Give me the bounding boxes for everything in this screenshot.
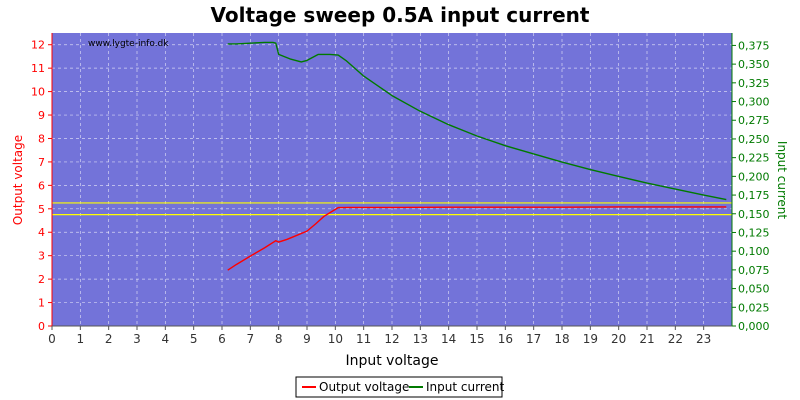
right-tick-label: 0,200 (738, 170, 770, 183)
right-tick-label: 0,225 (738, 152, 770, 165)
x-tick-label: 4 (162, 332, 170, 346)
right-tick-label: 0,050 (738, 283, 770, 296)
chart-title: Voltage sweep 0.5A input current (211, 3, 590, 27)
right-axis-ticks: 0,000 0,025 0,050 0,075 0,100 0,125 0,150 0,175… (732, 39, 770, 333)
left-tick-label: 2 (38, 273, 45, 286)
x-tick-label: 17 (526, 332, 541, 346)
right-tick-label: 0,350 (738, 58, 770, 71)
right-tick-label: 0,250 (738, 133, 770, 146)
grid-lines (52, 33, 732, 326)
y-axis-label-right: Input current (775, 141, 789, 219)
x-axis-ticks: 0 1 2 3 4 5 6 7 8 9 10 11 12 13 14 15 16 17 18 19 20 21 22 23 (48, 326, 711, 346)
left-tick-label: 5 (38, 203, 45, 216)
x-tick-label: 19 (583, 332, 598, 346)
watermark: www.lygte-info.dk (88, 39, 169, 49)
series-lines (227, 41, 727, 271)
right-tick-label: 0,175 (738, 189, 770, 202)
right-tick-label: 0,300 (738, 96, 770, 109)
x-tick-label: 22 (668, 332, 683, 346)
left-tick-label: 4 (38, 226, 45, 239)
right-tick-label: 0,125 (738, 226, 770, 239)
left-tick-label: 9 (38, 109, 45, 122)
x-tick-label: 5 (190, 332, 198, 346)
x-tick-label: 20 (611, 332, 626, 346)
right-tick-label: 0,150 (738, 208, 770, 221)
left-tick-label: 10 (31, 86, 45, 99)
x-tick-label: 1 (77, 332, 85, 346)
left-tick-label: 0 (38, 320, 45, 333)
x-tick-label: 0 (48, 332, 56, 346)
x-tick-label: 16 (498, 332, 513, 346)
legend-label-output-voltage: Output voltage (319, 380, 409, 394)
right-tick-label: 0,100 (738, 245, 770, 258)
x-tick-label: 8 (275, 332, 283, 346)
x-tick-label: 12 (384, 332, 399, 346)
right-tick-label: 0,275 (738, 114, 770, 127)
x-tick-label: 21 (639, 332, 654, 346)
left-tick-label: 8 (38, 132, 45, 145)
legend-label-input-current: Input current (426, 380, 504, 394)
left-tick-label: 6 (38, 179, 45, 192)
reference-lines (52, 202, 732, 216)
legend: Output voltage Input current (295, 376, 504, 398)
left-tick-label: 3 (38, 250, 45, 263)
x-tick-label: 2 (105, 332, 113, 346)
series-line-output-voltage (227, 206, 727, 271)
x-tick-label: 15 (469, 332, 484, 346)
x-tick-label: 18 (554, 332, 569, 346)
x-tick-label: 7 (247, 332, 255, 346)
right-tick-label: 0,000 (738, 320, 770, 333)
left-tick-label: 7 (38, 156, 45, 169)
y-axis-label-left: Output voltage (11, 135, 25, 225)
left-tick-label: 1 (38, 297, 45, 310)
x-tick-label: 14 (441, 332, 456, 346)
right-tick-label: 0,325 (738, 77, 770, 90)
right-tick-label: 0,025 (738, 301, 770, 314)
left-tick-label: 12 (31, 39, 45, 52)
x-tick-label: 6 (218, 332, 226, 346)
right-tick-label: 0,075 (738, 264, 770, 277)
x-tick-label: 10 (328, 332, 343, 346)
x-tick-label: 3 (133, 332, 141, 346)
x-tick-label: 23 (696, 332, 711, 346)
legend-box (295, 376, 503, 398)
x-tick-label: 9 (303, 332, 311, 346)
series-line-input-current (227, 41, 727, 201)
x-axis-label: Input voltage (345, 353, 438, 369)
x-tick-label: 11 (356, 332, 371, 346)
right-tick-label: 0,375 (738, 39, 770, 52)
left-tick-label: 11 (31, 62, 45, 75)
x-tick-label: 13 (413, 332, 428, 346)
